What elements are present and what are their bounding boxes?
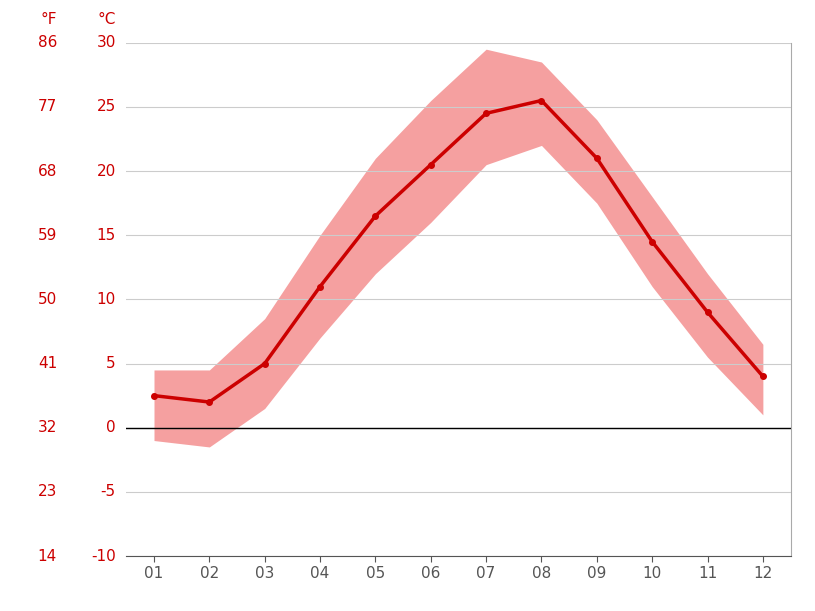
Text: 32: 32: [37, 420, 57, 435]
Text: 14: 14: [37, 549, 57, 563]
Text: 20: 20: [96, 164, 116, 178]
Text: 41: 41: [37, 356, 57, 371]
Text: 23: 23: [37, 485, 57, 499]
Text: -5: -5: [100, 485, 116, 499]
Text: 0: 0: [106, 420, 116, 435]
Text: 10: 10: [96, 292, 116, 307]
Text: 15: 15: [96, 228, 116, 243]
Text: 50: 50: [37, 292, 57, 307]
Text: 77: 77: [37, 100, 57, 114]
Text: 25: 25: [96, 100, 116, 114]
Text: -10: -10: [91, 549, 116, 563]
Text: 59: 59: [37, 228, 57, 243]
Text: °C: °C: [97, 12, 116, 27]
Text: 86: 86: [37, 35, 57, 50]
Text: 68: 68: [37, 164, 57, 178]
Text: °F: °F: [41, 12, 57, 27]
Text: 5: 5: [106, 356, 116, 371]
Text: 30: 30: [96, 35, 116, 50]
